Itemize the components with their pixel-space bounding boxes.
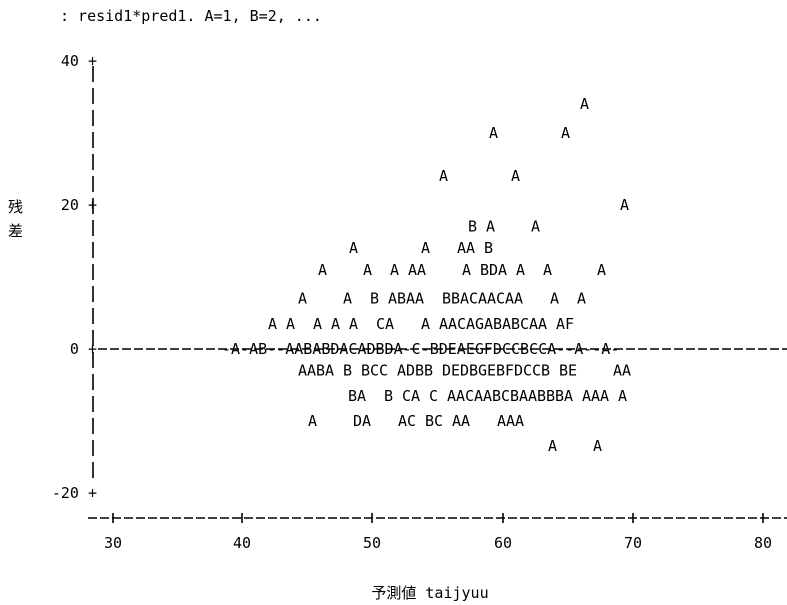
data-point-row: A <box>580 95 589 113</box>
y-axis-label: 残差 <box>8 198 23 240</box>
x-axis-label: 予測値 taijyuu <box>371 584 488 602</box>
y-tick-label: 20 + <box>61 196 97 214</box>
zero-line-points: -A-AB--AABABDACADBDA-C-BDEAEGFDCCBCCA--A… <box>222 340 619 358</box>
data-point-row: BA B CA C AACAABCBAABBBA AAA A <box>348 387 627 405</box>
data-point-row: A A AA B <box>349 239 493 257</box>
data-point-row: B A A <box>468 218 540 236</box>
x-tick-label: 60 <box>494 534 512 552</box>
data-point-row: A A <box>548 437 602 455</box>
y-axis: -20 + 0 + 20 + 40 + <box>52 52 97 502</box>
x-tick-label: 30 <box>104 534 122 552</box>
data-points: -A-AB--AABABDACADBDA-C-BDEAEGFDCCBCCA--A… <box>98 95 787 455</box>
data-point-row: A A B ABAA BBACAACAA A A <box>298 290 586 308</box>
chart-title: : resid1*pred1. A=1, B=2, ... <box>60 7 322 25</box>
y-axis-label-char: 差 <box>8 222 23 240</box>
x-tick-label: 40 <box>233 534 251 552</box>
data-point-row: AABA B BCC ADBB DEDBGEBFDCCB BE AA <box>298 362 631 380</box>
data-point-row: A A A AA A BDA A A A <box>318 261 606 279</box>
data-point-row: A A A A A CA A AACAGABABCAA AF <box>268 315 574 333</box>
x-axis: 30 40 50 60 70 80 <box>88 513 787 552</box>
y-tick-label: -20 + <box>52 484 97 502</box>
y-tick-label: 0 + <box>70 340 97 358</box>
x-tick-label: 80 <box>754 534 772 552</box>
data-point-row: A DA AC BC AA AAA <box>308 412 524 430</box>
y-tick-label: 40 + <box>61 52 97 70</box>
x-tick-label: 70 <box>624 534 642 552</box>
data-point-row: A <box>620 196 629 214</box>
x-tick-label: 50 <box>363 534 381 552</box>
y-axis-label-char: 残 <box>8 198 23 216</box>
data-point-row: A A <box>439 167 520 185</box>
data-point-row: A A <box>489 124 570 142</box>
